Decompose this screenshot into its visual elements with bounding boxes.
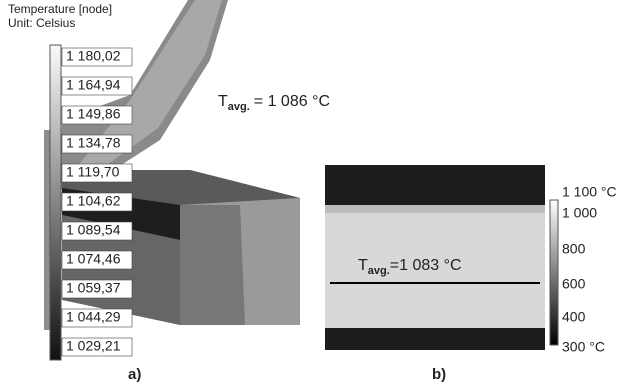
caption: a) bbox=[128, 366, 141, 383]
caption: b) bbox=[432, 366, 446, 383]
legend-unit: Unit: Celsius bbox=[8, 16, 75, 30]
legend-label: 1 104,62 bbox=[66, 193, 121, 209]
legend-label: 1 059,37 bbox=[66, 280, 121, 296]
legend-label: 1 074,46 bbox=[66, 251, 121, 267]
legend-label: 1 180,02 bbox=[66, 48, 121, 64]
colorbar-label: 300 °C bbox=[562, 339, 605, 355]
colorbar-label: 1 100 °C bbox=[562, 184, 617, 200]
legend-scale bbox=[50, 45, 61, 360]
figure: Temperature [node] Unit: Celsius 1 180,0… bbox=[0, 0, 630, 385]
avg-label: Tavg.= 1 086 °C bbox=[218, 93, 330, 113]
legend-label: 1 119,70 bbox=[66, 164, 120, 180]
legend-label: 1 149,86 bbox=[66, 106, 121, 122]
colorbar-label: 1 000 bbox=[562, 205, 597, 221]
colorbar-label: 800 bbox=[562, 241, 586, 257]
legend-label: 1 089,54 bbox=[66, 222, 121, 238]
colorbar-labels: 1 100 °C 1 000 800 600 400 300 °C bbox=[562, 184, 617, 355]
legend-labels: 1 180,02 1 164,94 1 149,86 1 134,78 1 119,70… bbox=[62, 48, 132, 356]
colorbar-label: 600 bbox=[562, 276, 586, 292]
legend-label: 1 164,94 bbox=[66, 77, 121, 93]
colorbar bbox=[550, 200, 558, 345]
colorbar-label: 400 bbox=[562, 309, 586, 325]
legend-label: 1 029,21 bbox=[66, 338, 121, 354]
legend-label: 1 134,78 bbox=[66, 135, 121, 151]
legend-label: 1 044,29 bbox=[66, 309, 121, 325]
legend-title: Temperature [node] bbox=[8, 2, 112, 16]
